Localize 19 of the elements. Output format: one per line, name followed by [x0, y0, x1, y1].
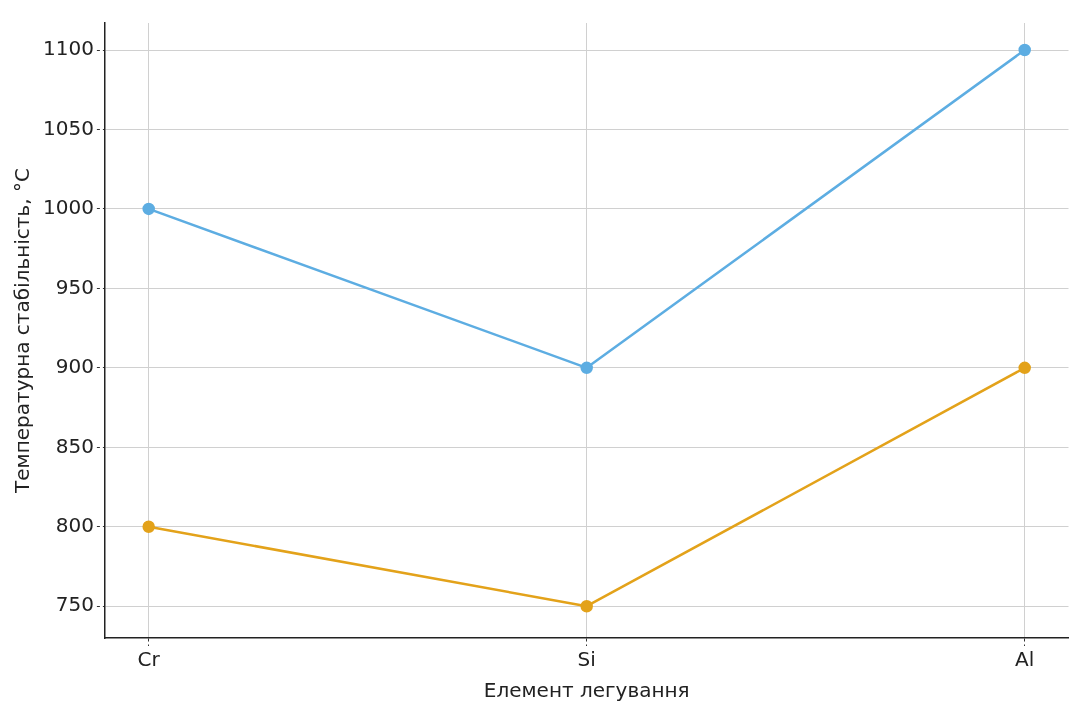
y-tick-label: 750: [55, 592, 94, 617]
point: [142, 520, 155, 534]
y-tick-label: 900: [55, 354, 94, 379]
point: [142, 202, 155, 216]
y-tick-label: 1100: [42, 36, 94, 61]
y-tick-label: 800: [55, 512, 94, 537]
x-tick-label: Al: [1015, 647, 1035, 672]
x-tick-label: Cr: [137, 647, 161, 672]
point: [580, 599, 593, 613]
y-axis-title: Температурна стабільність, °C: [10, 168, 35, 494]
y-tick-label: 1050: [42, 115, 94, 140]
point: [580, 361, 593, 375]
point: [1018, 43, 1031, 57]
y-tick-label: 1000: [42, 195, 94, 220]
point: [1018, 361, 1031, 375]
y-tick-label: 850: [55, 433, 94, 458]
x-tick-label: Si: [577, 647, 596, 672]
x-axis-title: Елемент легування: [483, 678, 690, 703]
y-tick-label: 950: [55, 274, 94, 299]
